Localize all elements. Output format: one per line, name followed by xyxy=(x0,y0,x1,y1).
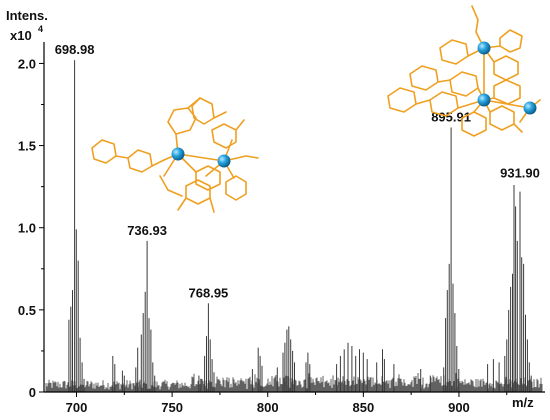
x-tick-label: 700 xyxy=(66,400,88,415)
x-tick-label: 850 xyxy=(352,400,374,415)
peak-label: 768.95 xyxy=(189,285,229,300)
peak-labels: 698.98 736.93 768.95 895.91 931.90 xyxy=(55,42,540,300)
x-tick-label: 800 xyxy=(257,400,279,415)
peak-label: 736.93 xyxy=(127,223,167,238)
x-axis-unit: m/z xyxy=(512,395,534,410)
peak-label: 931.90 xyxy=(500,165,540,180)
y-tick-label: 0 xyxy=(29,385,36,400)
y-tick-label: 1.0 xyxy=(18,221,36,236)
molecular-structure-left xyxy=(91,97,259,213)
y-axis-scale: x10 xyxy=(10,28,32,43)
spectrum-peaks xyxy=(68,60,532,392)
y-axis-exponent: 4 xyxy=(38,24,43,34)
y-tick-label: 0.5 xyxy=(18,303,36,318)
peak-label: 698.98 xyxy=(55,42,95,57)
y-axis-title: Intens. xyxy=(6,8,48,23)
molecular-structure-right xyxy=(387,5,541,137)
y-tick-label: 1.5 xyxy=(18,139,36,154)
peak-label: 895.91 xyxy=(431,110,471,125)
metal-atom xyxy=(477,41,491,55)
metal-atom xyxy=(523,101,537,115)
y-tick-label: 2.0 xyxy=(18,56,36,71)
x-tick-label: 900 xyxy=(448,400,470,415)
axes: 700 750 800 850 900 0 0.5 1.0 1.5 2.0 xyxy=(18,42,545,415)
metal-atom xyxy=(217,154,231,168)
x-tick-label: 750 xyxy=(161,400,183,415)
metal-atom xyxy=(477,93,491,107)
metal-atom xyxy=(171,147,185,161)
